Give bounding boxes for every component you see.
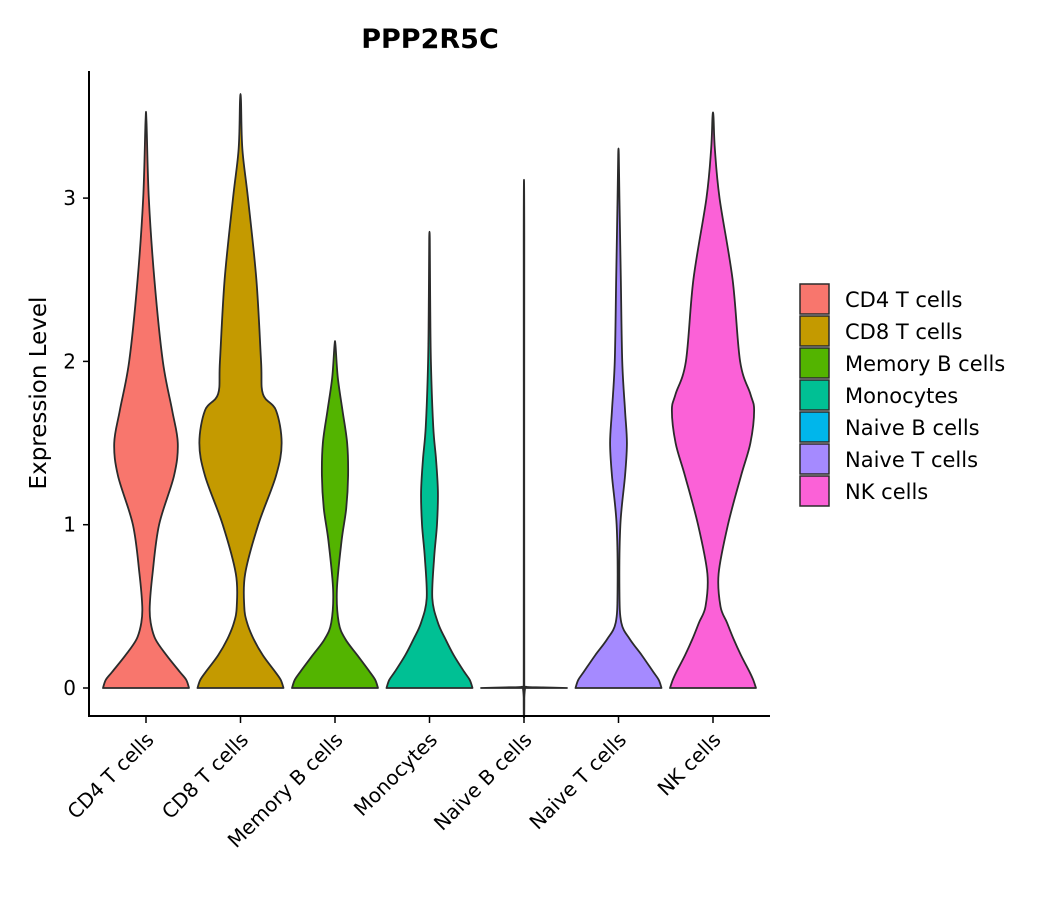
chart-title: PPP2R5C xyxy=(361,24,499,55)
x-tick-label-cd8-t-cells: CD8 T cells xyxy=(157,728,253,824)
violin-nk-cells xyxy=(669,111,757,689)
legend-label-cd4-t-cells: CD4 T cells xyxy=(845,288,962,312)
legend-key-nk-cells xyxy=(799,475,830,507)
violin-monocytes xyxy=(385,230,474,689)
violin-naive-t-cells xyxy=(574,147,663,689)
legend-label-nk-cells: NK cells xyxy=(845,480,928,504)
legend-key-naive-b-cells xyxy=(799,411,830,443)
y-tick-label: 1 xyxy=(63,513,76,537)
legend-key-cd8-t-cells xyxy=(799,315,830,347)
x-tick-label-naive-b-cells: Naive B cells xyxy=(429,728,537,836)
violin-cd8-t-cells xyxy=(196,93,285,689)
legend-key-cd4-t-cells xyxy=(799,283,830,315)
violin-cd4-t-cells xyxy=(102,110,190,689)
x-tick-label-nk-cells: NK cells xyxy=(653,728,726,801)
violin-group xyxy=(102,93,757,718)
y-axis-label: Expression Level xyxy=(26,297,52,490)
x-tick-label-naive-t-cells: Naive T cells xyxy=(524,728,631,835)
x-tick-label-monocytes: Monocytes xyxy=(349,728,442,821)
legend-label-memory-b-cells: Memory B cells xyxy=(845,352,1005,376)
legend-key-memory-b-cells xyxy=(799,347,830,379)
legend-label-naive-b-cells: Naive B cells xyxy=(845,416,980,440)
legend-label-naive-t-cells: Naive T cells xyxy=(845,448,978,472)
legend-key-monocytes xyxy=(799,379,830,411)
y-tick-label: 2 xyxy=(63,349,76,373)
x-tick-label-cd4-t-cells: CD4 T cells xyxy=(62,728,158,824)
legend-label-cd8-t-cells: CD8 T cells xyxy=(845,320,962,344)
y-tick-label: 3 xyxy=(63,186,76,210)
legend-label-monocytes: Monocytes xyxy=(845,384,958,408)
violin-memory-b-cells xyxy=(291,340,379,689)
legend: CD4 T cells CD8 T cells Memory B cells Mono… xyxy=(799,283,1005,507)
legend-key-naive-t-cells xyxy=(799,443,830,475)
y-ticks: 0 1 2 3 xyxy=(63,186,89,700)
y-tick-label: 0 xyxy=(63,676,76,700)
violin-naive-b-cells xyxy=(480,179,568,718)
